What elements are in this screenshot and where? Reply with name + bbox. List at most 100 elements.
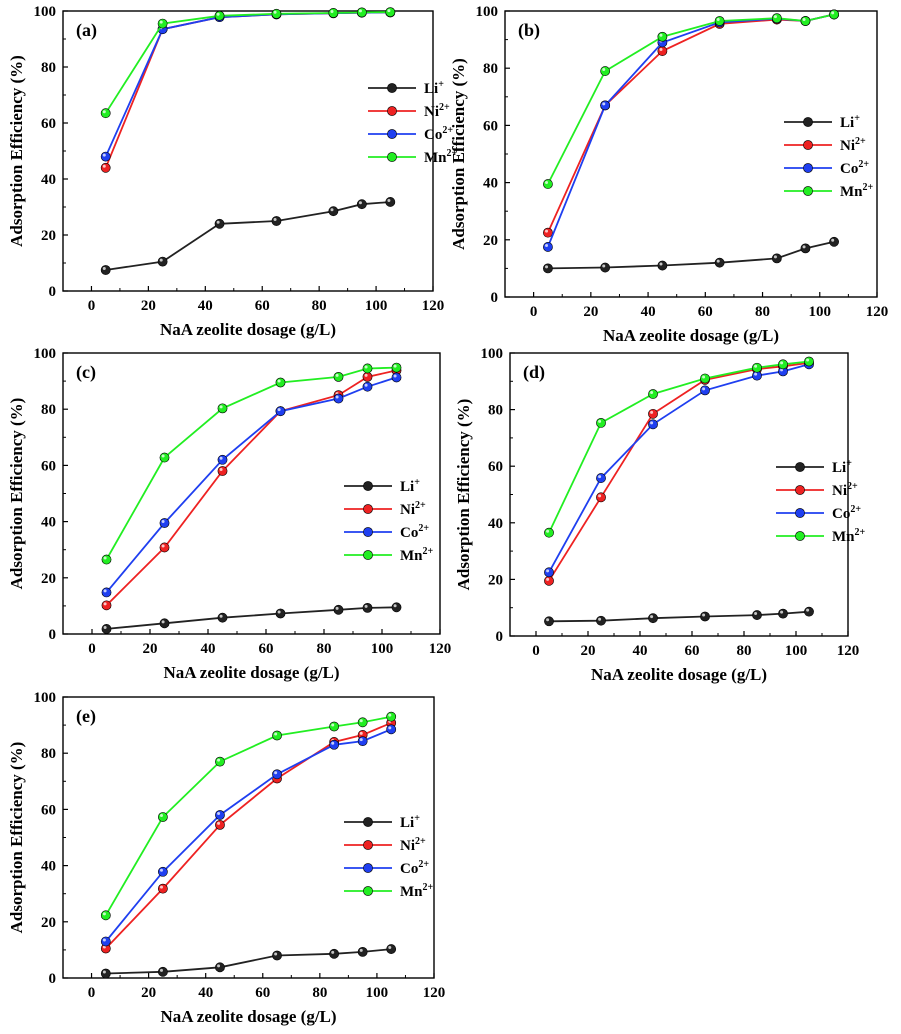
legend-swatch-marker	[795, 531, 805, 541]
data-point	[214, 218, 225, 229]
y-tick-label: 40	[483, 176, 498, 192]
data-point	[385, 197, 396, 207]
legend-swatch-marker	[387, 83, 397, 93]
data-point-highlight	[650, 421, 654, 425]
y-tick-label: 80	[483, 61, 498, 77]
chart-panel: 0 20 40 60 80 100 120 0 20 40 60 80 100 NaA zeolite d…	[7, 690, 445, 1026]
y-tick-label: 100	[481, 346, 504, 362]
data-point	[328, 206, 339, 217]
data-point	[543, 263, 553, 274]
data-point-highlight	[393, 604, 397, 608]
series-line	[104, 11, 391, 157]
data-point	[217, 403, 228, 414]
data-point	[800, 243, 811, 254]
data-point-highlight	[159, 813, 163, 817]
data-point	[215, 819, 225, 830]
data-point	[217, 454, 228, 465]
x-tick-label: 100	[366, 985, 389, 1001]
legend-swatch-marker	[387, 129, 397, 139]
data-point	[596, 473, 606, 483]
data-point-highlight	[598, 475, 602, 479]
data-point-highlight	[274, 952, 278, 956]
data-point-highlight	[754, 364, 758, 368]
data-point	[362, 363, 373, 374]
data-point-highlight	[102, 970, 106, 974]
data-point-highlight	[780, 361, 784, 365]
legend-label-charge: +	[438, 79, 444, 90]
legend-label-name: Mn	[400, 548, 423, 564]
data-point	[778, 608, 788, 619]
data-point	[215, 810, 225, 820]
series-line	[104, 11, 391, 169]
x-tick-label: 120	[422, 298, 445, 314]
y-tick-label: 0	[496, 629, 504, 645]
data-point	[544, 616, 554, 627]
x-tick-label: 100	[371, 641, 394, 657]
x-tick-label: 80	[312, 985, 327, 1001]
data-point-highlight	[274, 771, 278, 775]
data-point-highlight	[331, 950, 335, 954]
series-line	[105, 728, 392, 943]
panel-label: (d)	[523, 362, 545, 383]
x-tick-label: 60	[259, 641, 274, 657]
data-point-highlight	[102, 938, 106, 942]
data-point-highlight	[359, 738, 363, 742]
data-point	[600, 66, 611, 76]
data-point-highlight	[358, 9, 362, 13]
legend-swatch-marker	[803, 117, 813, 127]
data-point	[271, 216, 282, 226]
data-point	[157, 866, 168, 877]
y-tick-label: 0	[49, 284, 57, 300]
data-point-highlight	[277, 379, 281, 383]
legend-label-name: Co	[400, 525, 418, 541]
y-axis-title: Adsorption Efficiency (%)	[7, 742, 26, 934]
data-point-highlight	[364, 373, 368, 377]
data-point	[829, 236, 839, 247]
data-point-highlight	[103, 625, 107, 629]
data-point	[600, 262, 611, 273]
legend-label: Mn2+	[424, 148, 458, 166]
legend-label-name: Ni	[840, 138, 855, 154]
y-tick-label: 80	[41, 746, 56, 762]
y-tick-label: 60	[41, 458, 56, 474]
legend-swatch-marker	[795, 462, 805, 472]
data-point	[329, 948, 340, 959]
y-tick-label: 40	[41, 859, 56, 875]
legend-label-charge: 2+	[418, 523, 429, 534]
data-point-highlight	[393, 364, 397, 368]
y-tick-label: 0	[491, 290, 499, 306]
legend-swatch-marker	[363, 527, 373, 537]
legend-label-charge: +	[414, 813, 420, 824]
legend-label: Mn2+	[400, 882, 434, 900]
data-point	[648, 408, 658, 419]
y-tick-label: 80	[41, 60, 56, 76]
series-line	[105, 715, 392, 916]
data-point	[215, 756, 225, 767]
data-point	[100, 936, 111, 947]
y-tick-label: 20	[41, 915, 56, 931]
data-point	[356, 7, 367, 18]
x-tick-label: 20	[141, 985, 156, 1001]
data-point	[157, 18, 168, 29]
data-point	[101, 624, 112, 634]
data-point	[362, 381, 373, 392]
data-point	[391, 372, 402, 383]
y-tick-label: 60	[488, 459, 503, 475]
data-point	[100, 108, 111, 119]
y-axis-title: Adsorption Efficiency (%)	[454, 399, 473, 591]
data-point-highlight	[273, 10, 277, 14]
x-axis-title: NaA zeolite dosage (g/L)	[591, 665, 767, 684]
data-point-highlight	[716, 259, 720, 263]
legend-swatch-marker	[795, 485, 805, 495]
data-point-highlight	[274, 732, 278, 736]
data-point	[700, 385, 710, 396]
legend-label-name: Co	[400, 861, 418, 877]
y-tick-label: 100	[34, 346, 57, 362]
x-axis-title: NaA zeolite dosage (g/L)	[603, 326, 779, 345]
series-line	[106, 606, 397, 630]
x-tick-label: 60	[685, 643, 700, 659]
data-point	[357, 717, 368, 728]
data-point	[157, 812, 168, 822]
x-tick-label: 0	[530, 304, 538, 320]
